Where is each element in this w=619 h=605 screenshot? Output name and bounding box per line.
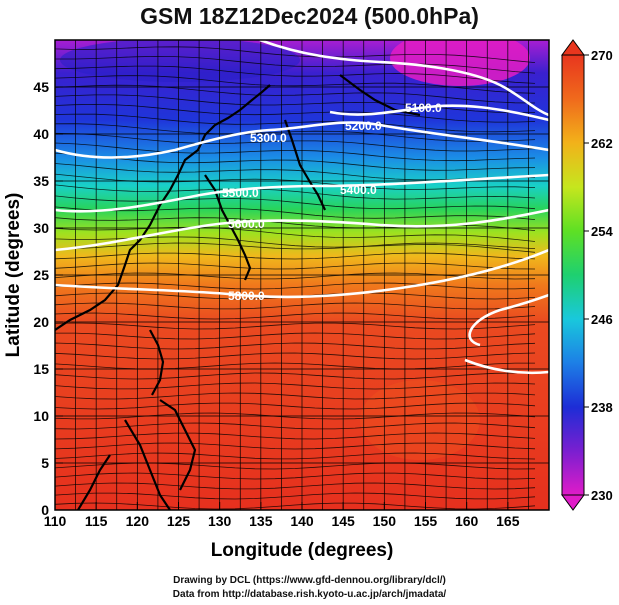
y-tick-label: 5 <box>41 455 49 471</box>
streamline <box>55 342 536 350</box>
colorbar-tick-label: 230 <box>591 488 613 503</box>
streamline <box>55 402 536 410</box>
streamline <box>55 173 536 190</box>
streamline <box>55 502 536 510</box>
x-tick-label: 135 <box>249 513 273 529</box>
streamline <box>55 46 536 63</box>
streamline <box>55 226 536 242</box>
y-tick-label: 15 <box>33 361 49 377</box>
colorbar-max-arrow <box>561 39 585 56</box>
colorbar-tick-label: 262 <box>591 136 613 151</box>
y-tick-label: 10 <box>33 408 49 424</box>
y-tick-label: 35 <box>33 173 49 189</box>
streamline <box>55 312 536 320</box>
credit-line: Drawing by DCL (https://www.gfd-dennou.o… <box>173 575 446 586</box>
y-tick-label: 0 <box>41 502 49 518</box>
streamline <box>55 432 536 440</box>
streamline <box>55 392 536 400</box>
streamline <box>55 352 536 360</box>
contour-label-5200: 5200.0 <box>345 119 382 133</box>
colorbar-tick-label: 238 <box>591 400 613 415</box>
streamline <box>55 412 536 420</box>
streamline <box>55 452 536 460</box>
y-tick-label: 40 <box>33 126 49 142</box>
y-tick-label: 45 <box>33 79 49 95</box>
streamline <box>55 94 536 114</box>
colorbar: 230 238 246 254 262 270 <box>561 39 613 511</box>
x-tick-label: 145 <box>331 513 355 529</box>
streamline <box>55 65 536 84</box>
x-tick-label: 165 <box>496 513 520 529</box>
x-tick-label: 130 <box>208 513 232 529</box>
contour-label-5400: 5400.0 <box>340 183 377 197</box>
x-tick-label: 140 <box>290 513 314 529</box>
streamline <box>55 242 536 250</box>
x-tick-label: 160 <box>455 513 479 529</box>
contour-label-5600: 5600.0 <box>228 217 265 231</box>
streamline <box>55 132 536 152</box>
x-tick-label: 110 <box>44 513 67 529</box>
map-title: GSM 18Z12Dec2024 (500.0hPa) <box>140 3 479 29</box>
streamline <box>55 142 536 162</box>
streamline <box>55 206 536 220</box>
streamline <box>55 236 536 253</box>
contour-label-5300: 5300.0 <box>250 131 287 145</box>
y-axis-label: Latitude (degrees) <box>3 193 24 358</box>
streamline <box>55 442 536 450</box>
streamline <box>55 362 535 370</box>
streamline <box>55 422 536 430</box>
streamline <box>55 482 536 490</box>
streamline <box>55 462 536 470</box>
streamline <box>55 322 536 330</box>
y-tick-label: 25 <box>33 267 49 283</box>
colorbar-tick-label: 254 <box>591 224 613 239</box>
x-tick-label: 150 <box>373 513 397 529</box>
x-tick-label: 120 <box>126 513 150 529</box>
streamline <box>55 84 536 104</box>
map-figure: 5100.0 5200.0 5300.0 5400.0 5500.0 5600.… <box>3 39 613 561</box>
streamline <box>55 123 536 142</box>
streamline <box>55 382 536 390</box>
y-tick-label: 20 <box>33 314 49 330</box>
coastline <box>55 74 421 510</box>
colorbar-min-arrow <box>561 494 585 511</box>
contour-label-5100: 5100.0 <box>405 101 442 115</box>
streamline <box>55 195 536 210</box>
streamline <box>55 492 536 500</box>
streamline <box>55 302 536 310</box>
streamline <box>55 103 536 123</box>
streamline <box>55 252 536 260</box>
temperature-field: 5100.0 5200.0 5300.0 5400.0 5500.0 5600.… <box>55 40 549 510</box>
x-tick-label: 155 <box>414 513 438 529</box>
streamline <box>55 262 536 270</box>
streamline <box>55 332 536 340</box>
x-tick-label: 125 <box>167 513 191 529</box>
x-axis-label: Longitude (degrees) <box>211 540 394 561</box>
contour-label-5800: 5800.0 <box>228 289 265 303</box>
x-tick-label: 115 <box>85 513 108 529</box>
streamline <box>55 372 536 380</box>
streamline <box>55 184 536 200</box>
colorbar-tick-label: 246 <box>591 312 613 327</box>
contour-label-5500: 5500.0 <box>222 186 259 200</box>
streamline <box>55 163 536 181</box>
height-contours <box>55 40 549 375</box>
streamline <box>55 272 536 280</box>
colorbar-tick-label: 270 <box>591 48 613 63</box>
y-tick-label: 30 <box>33 220 49 236</box>
streamline <box>55 55 536 74</box>
data-source-line: Data from http://database.rish.kyoto-u.a… <box>172 589 447 600</box>
streamline <box>55 472 536 480</box>
